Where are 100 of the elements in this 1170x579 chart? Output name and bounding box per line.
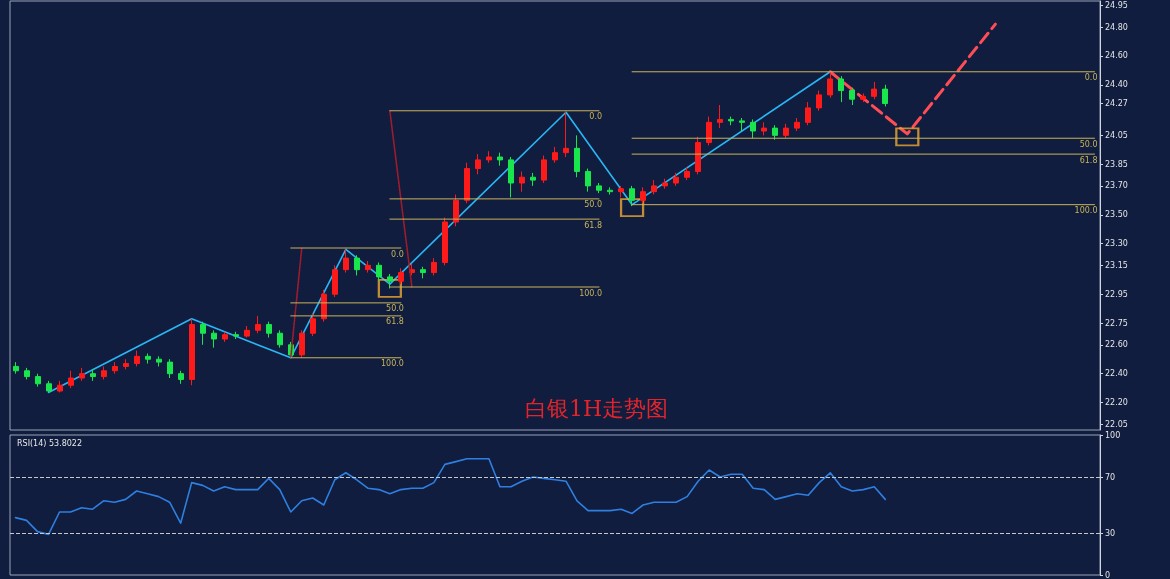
candlestick (508, 156, 514, 198)
candlestick (200, 321, 206, 346)
y-tick-label: 70 (1105, 472, 1116, 482)
candlestick (794, 117, 800, 132)
candlestick (343, 248, 349, 274)
candlestick (255, 315, 261, 334)
candlestick (563, 111, 569, 158)
line-series (14, 458, 887, 536)
y-tick-label: 22.75 (1105, 318, 1128, 328)
candlestick (871, 81, 877, 100)
y-tick-label: 23.30 (1105, 239, 1128, 249)
point (895, 127, 920, 147)
candlestick (673, 172, 679, 187)
series-label: 0.0 (1084, 73, 1098, 83)
series-label: 61.8 (1079, 155, 1098, 165)
candlestick (420, 266, 426, 279)
candlestick (376, 261, 382, 282)
candlestick (112, 361, 118, 375)
y-tick-label: 22.40 (1105, 369, 1128, 379)
candlestick (387, 273, 393, 289)
candlestick (860, 92, 866, 103)
candlestick (805, 101, 811, 126)
candlestick (277, 329, 283, 349)
candlestick (222, 331, 228, 343)
candlestick (79, 367, 85, 382)
point (377, 278, 402, 298)
y-tick-label: 22.05 (1105, 419, 1128, 429)
series-label: 50.0 (584, 200, 603, 210)
series-label: 100.0 (579, 288, 603, 298)
y-tick-label: 24.27 (1105, 99, 1128, 109)
candlestick (24, 367, 30, 380)
line-series (47, 70, 832, 394)
candlestick (365, 260, 371, 274)
candlestick (640, 186, 646, 204)
candlestick (134, 350, 140, 367)
candlestick (233, 331, 239, 340)
candlestick (519, 170, 525, 193)
candlestick (761, 121, 767, 136)
series-label: 50.0 (1079, 139, 1098, 149)
candlestick (101, 365, 107, 380)
chart-title: RSI(14) 53.8022 (17, 438, 83, 448)
candlestick (541, 155, 547, 184)
candlestick (46, 380, 52, 393)
y-tick-label: 22.60 (1105, 340, 1128, 350)
candlestick (13, 361, 19, 375)
candlestick (497, 152, 503, 167)
candlestick (585, 168, 591, 193)
series-label: 100.0 (380, 359, 404, 369)
candlestick (266, 321, 272, 339)
candlestick (662, 178, 668, 190)
candlestick (57, 380, 63, 393)
candlestick (882, 84, 888, 107)
series-label: 0.0 (589, 112, 603, 122)
candlestick (684, 166, 690, 181)
candlestick (717, 104, 723, 129)
candlestick (739, 117, 745, 132)
candlestick (816, 90, 822, 112)
point (620, 198, 645, 218)
candlestick (827, 71, 833, 99)
candlestick (68, 370, 74, 389)
candlestick (750, 118, 756, 139)
candlestick (310, 312, 316, 337)
y-tick-label: 23.15 (1105, 260, 1128, 270)
candlestick (783, 123, 789, 139)
candlestick (156, 355, 162, 367)
candlestick (123, 358, 129, 370)
candlestick (607, 186, 613, 196)
candlestick (651, 179, 657, 196)
candlestick (552, 146, 558, 164)
candlestick (695, 136, 701, 175)
y-tick-label: 100 (1105, 430, 1121, 440)
candlestick (486, 150, 492, 164)
candlestick (728, 116, 734, 126)
candlestick (189, 318, 195, 386)
candlestick (530, 172, 536, 187)
candlestick (211, 329, 217, 349)
series-label: 61.8 (386, 317, 404, 327)
series-label: 61.8 (584, 220, 603, 230)
candlestick (629, 185, 635, 207)
candlestick (431, 257, 437, 276)
y-tick-label: 24.95 (1105, 0, 1128, 10)
y-tick-label: 24.60 (1105, 51, 1128, 61)
candlestick (453, 194, 459, 227)
candlestick (596, 182, 602, 194)
y-tick-label: 23.85 (1105, 159, 1128, 169)
candlestick (849, 87, 855, 106)
candlestick (398, 267, 404, 285)
y-tick-label: 22.95 (1105, 289, 1128, 299)
series-label: 0.0 (391, 249, 404, 259)
candlestick (145, 352, 151, 365)
candlestick (706, 116, 712, 146)
y-tick-label: 24.40 (1105, 80, 1128, 90)
candlestick (299, 329, 305, 359)
candlestick (178, 370, 184, 385)
candlestick (772, 124, 778, 141)
y-tick-label: 23.50 (1105, 210, 1128, 220)
y-tick-label: 30 (1105, 528, 1116, 538)
candlestick (167, 358, 173, 379)
series-label: 50.0 (386, 304, 404, 314)
candlestick (35, 373, 41, 388)
